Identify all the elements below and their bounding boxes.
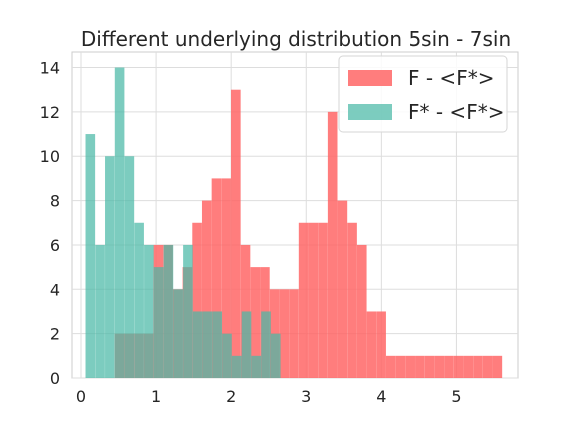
histogram-bar [192, 311, 203, 378]
histogram-bar [250, 267, 261, 378]
bars-series-f-star [85, 67, 281, 379]
histogram-bar [211, 178, 222, 378]
x-tick-label: 5 [451, 387, 461, 406]
legend-label-f-star: F* - <F*> [408, 100, 504, 124]
histogram-bar [241, 311, 252, 378]
histogram-bar [202, 311, 213, 378]
histogram-bar [124, 156, 135, 378]
histogram-bar [279, 289, 290, 378]
histogram-bar [134, 222, 144, 378]
histogram-bar [473, 355, 483, 378]
histogram-bar [261, 311, 271, 378]
histogram-bar [153, 267, 164, 378]
x-tick-labels: 0 1 2 3 4 5 [76, 387, 462, 406]
y-tick-label: 2 [50, 325, 60, 344]
chart-title: Different underlying distribution 5sin -… [81, 27, 511, 51]
histogram-bar [251, 355, 262, 378]
histogram-bar [221, 178, 231, 378]
x-tick-label: 1 [151, 387, 161, 406]
x-tick-label: 4 [376, 387, 386, 406]
histogram-bar [270, 333, 281, 378]
histogram-bar [95, 244, 105, 378]
y-tick-label: 12 [40, 103, 60, 122]
histogram-bar [492, 355, 503, 378]
histogram-bar [327, 111, 338, 378]
histogram-bar [347, 222, 357, 378]
y-tick-label: 0 [50, 369, 60, 388]
histogram-bar [85, 134, 96, 378]
histogram-bar [231, 89, 241, 378]
histogram-bar [201, 200, 212, 378]
histogram-bar [482, 355, 493, 378]
histogram-bar [289, 289, 299, 378]
legend-swatch-f [348, 70, 392, 86]
histogram-bar [269, 289, 280, 378]
x-tick-label: 2 [226, 387, 236, 406]
histogram-bar [212, 311, 223, 378]
histogram-bar [376, 311, 386, 378]
histogram-bar [114, 67, 125, 379]
histogram-bar [395, 355, 406, 378]
histogram-bar [192, 222, 202, 378]
histogram-bar [144, 244, 154, 378]
legend: F - <F*> F* - <F*> [338, 55, 508, 133]
y-tick-label: 4 [50, 280, 60, 299]
histogram-bar [163, 244, 174, 378]
histogram-bar [405, 355, 415, 378]
histogram-bar [386, 355, 396, 378]
histogram-bar [356, 244, 367, 378]
histogram-bar [444, 355, 454, 378]
histogram-bar [231, 355, 242, 378]
y-tick-label: 8 [50, 192, 60, 211]
histogram-bar [298, 222, 309, 378]
histogram-bar [183, 244, 193, 378]
y-tick-label: 6 [50, 236, 60, 255]
histogram-bar [308, 222, 319, 378]
histogram-bar [222, 333, 232, 378]
histogram-bar [173, 289, 183, 378]
histogram-bar [366, 311, 377, 378]
histogram-bar [434, 355, 445, 378]
legend-label-f: F - <F*> [408, 66, 494, 90]
y-tick-label: 10 [40, 147, 60, 166]
histogram-bar [453, 355, 464, 378]
histogram-bar [424, 355, 435, 378]
legend-swatch-f-star [348, 104, 392, 120]
histogram-bar [463, 355, 474, 378]
histogram-bar [105, 156, 115, 378]
x-tick-label: 3 [301, 387, 311, 406]
histogram-bar [415, 355, 425, 378]
histogram-bar [337, 200, 348, 378]
histogram-bar [318, 222, 328, 378]
y-tick-label: 14 [40, 59, 60, 78]
x-tick-label: 0 [76, 387, 86, 406]
y-tick-labels: 0 2 4 6 8 10 12 14 [40, 59, 60, 388]
